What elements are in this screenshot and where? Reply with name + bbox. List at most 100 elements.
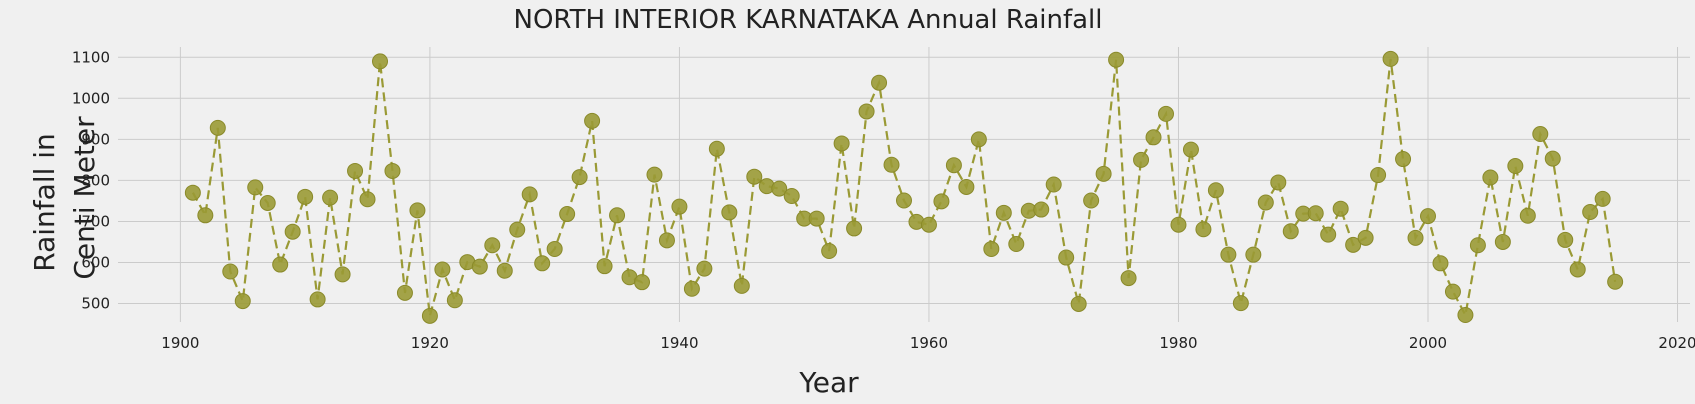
data-point (1532, 126, 1549, 143)
data-point (1270, 174, 1287, 191)
data-point (1182, 141, 1199, 158)
data-point (896, 192, 912, 209)
data-point (821, 242, 838, 259)
y-tick-label: 1100 (72, 48, 110, 66)
data-point (1382, 50, 1399, 67)
data-point (446, 292, 463, 309)
y-tick-label: 800 (81, 171, 110, 189)
data-point (1095, 165, 1112, 182)
data-point (596, 258, 613, 275)
data-point (1232, 295, 1249, 312)
data-point (658, 232, 675, 249)
data-point (983, 240, 1000, 257)
data-point (1469, 237, 1486, 254)
data-point (1307, 205, 1324, 222)
data-point (733, 277, 750, 294)
data-point (297, 188, 314, 205)
data-point (1507, 158, 1524, 175)
data-point (683, 280, 700, 297)
data-point (945, 157, 962, 174)
data-point (571, 169, 588, 186)
data-point (1420, 208, 1436, 225)
data-point (609, 207, 626, 224)
data-point (1569, 261, 1586, 278)
data-point (347, 162, 364, 179)
data-point (259, 194, 276, 211)
data-point (1432, 255, 1449, 272)
data-point (1519, 207, 1536, 224)
y-tick-label: 900 (81, 130, 110, 148)
data-point (1357, 229, 1374, 246)
y-tick-label: 1000 (72, 89, 110, 107)
data-point (1370, 167, 1387, 184)
data-point (1444, 283, 1461, 300)
data-point (546, 240, 563, 257)
y-tick-label: 600 (81, 253, 110, 271)
data-point (509, 221, 526, 238)
data-point (646, 166, 663, 183)
data-point (833, 135, 850, 152)
data-point (846, 220, 863, 237)
data-point (1070, 295, 1087, 312)
data-point (184, 184, 201, 201)
x-tick-label: 1960 (910, 334, 948, 352)
grid (118, 47, 1690, 322)
y-axis-label-line-2: Centi Meter (68, 116, 101, 280)
x-tick-label: 1920 (411, 334, 449, 352)
y-axis-label: Rainfall in Centi Meter (28, 116, 101, 280)
data-point (1320, 226, 1337, 243)
x-tick-label: 2000 (1409, 334, 1447, 352)
y-tick-label: 700 (81, 212, 110, 230)
data-point (421, 307, 438, 324)
data-point (1008, 236, 1025, 253)
data-point (995, 204, 1012, 221)
data-point (247, 179, 264, 196)
data-point (222, 263, 239, 280)
data-point (534, 255, 551, 272)
data-point (1582, 204, 1599, 220)
data-point (1544, 150, 1561, 167)
data-point (1120, 270, 1137, 287)
series-layer (184, 50, 1624, 324)
data-point (1207, 182, 1224, 199)
data-point (1145, 129, 1162, 146)
data-point (1033, 201, 1050, 218)
data-point (1282, 223, 1299, 240)
data-point (634, 274, 650, 291)
data-point (1457, 307, 1474, 324)
series-line (191, 58, 1617, 319)
data-point (696, 260, 713, 277)
data-point (1557, 231, 1574, 248)
data-point (871, 74, 888, 91)
data-point (197, 207, 214, 224)
x-tick-label: 1940 (660, 334, 698, 352)
data-point (234, 293, 251, 310)
chart-title: NORTH INTERIOR KARNATAKA Annual Rainfall (514, 5, 1103, 35)
data-point (1332, 200, 1349, 217)
data-point (1345, 236, 1362, 253)
data-point (359, 191, 376, 208)
data-point (808, 210, 825, 227)
y-tick-label: 500 (81, 295, 110, 313)
data-point (721, 204, 738, 221)
data-point (272, 256, 289, 273)
data-point (384, 162, 401, 179)
data-point (883, 156, 900, 173)
x-tick-label: 2020 (1658, 334, 1695, 352)
data-point (396, 284, 413, 301)
data-point (1158, 105, 1174, 122)
data-point (958, 178, 975, 195)
data-point (1058, 249, 1075, 266)
data-point (322, 189, 339, 206)
data-point (783, 187, 800, 204)
data-point (858, 103, 875, 120)
data-point (372, 53, 388, 70)
data-point (970, 131, 987, 148)
x-tick-label: 1900 (161, 334, 199, 352)
data-point (309, 291, 326, 308)
data-point (771, 180, 788, 197)
data-point (1257, 194, 1274, 211)
y-axis-label-line-1: Rainfall in (28, 133, 61, 272)
